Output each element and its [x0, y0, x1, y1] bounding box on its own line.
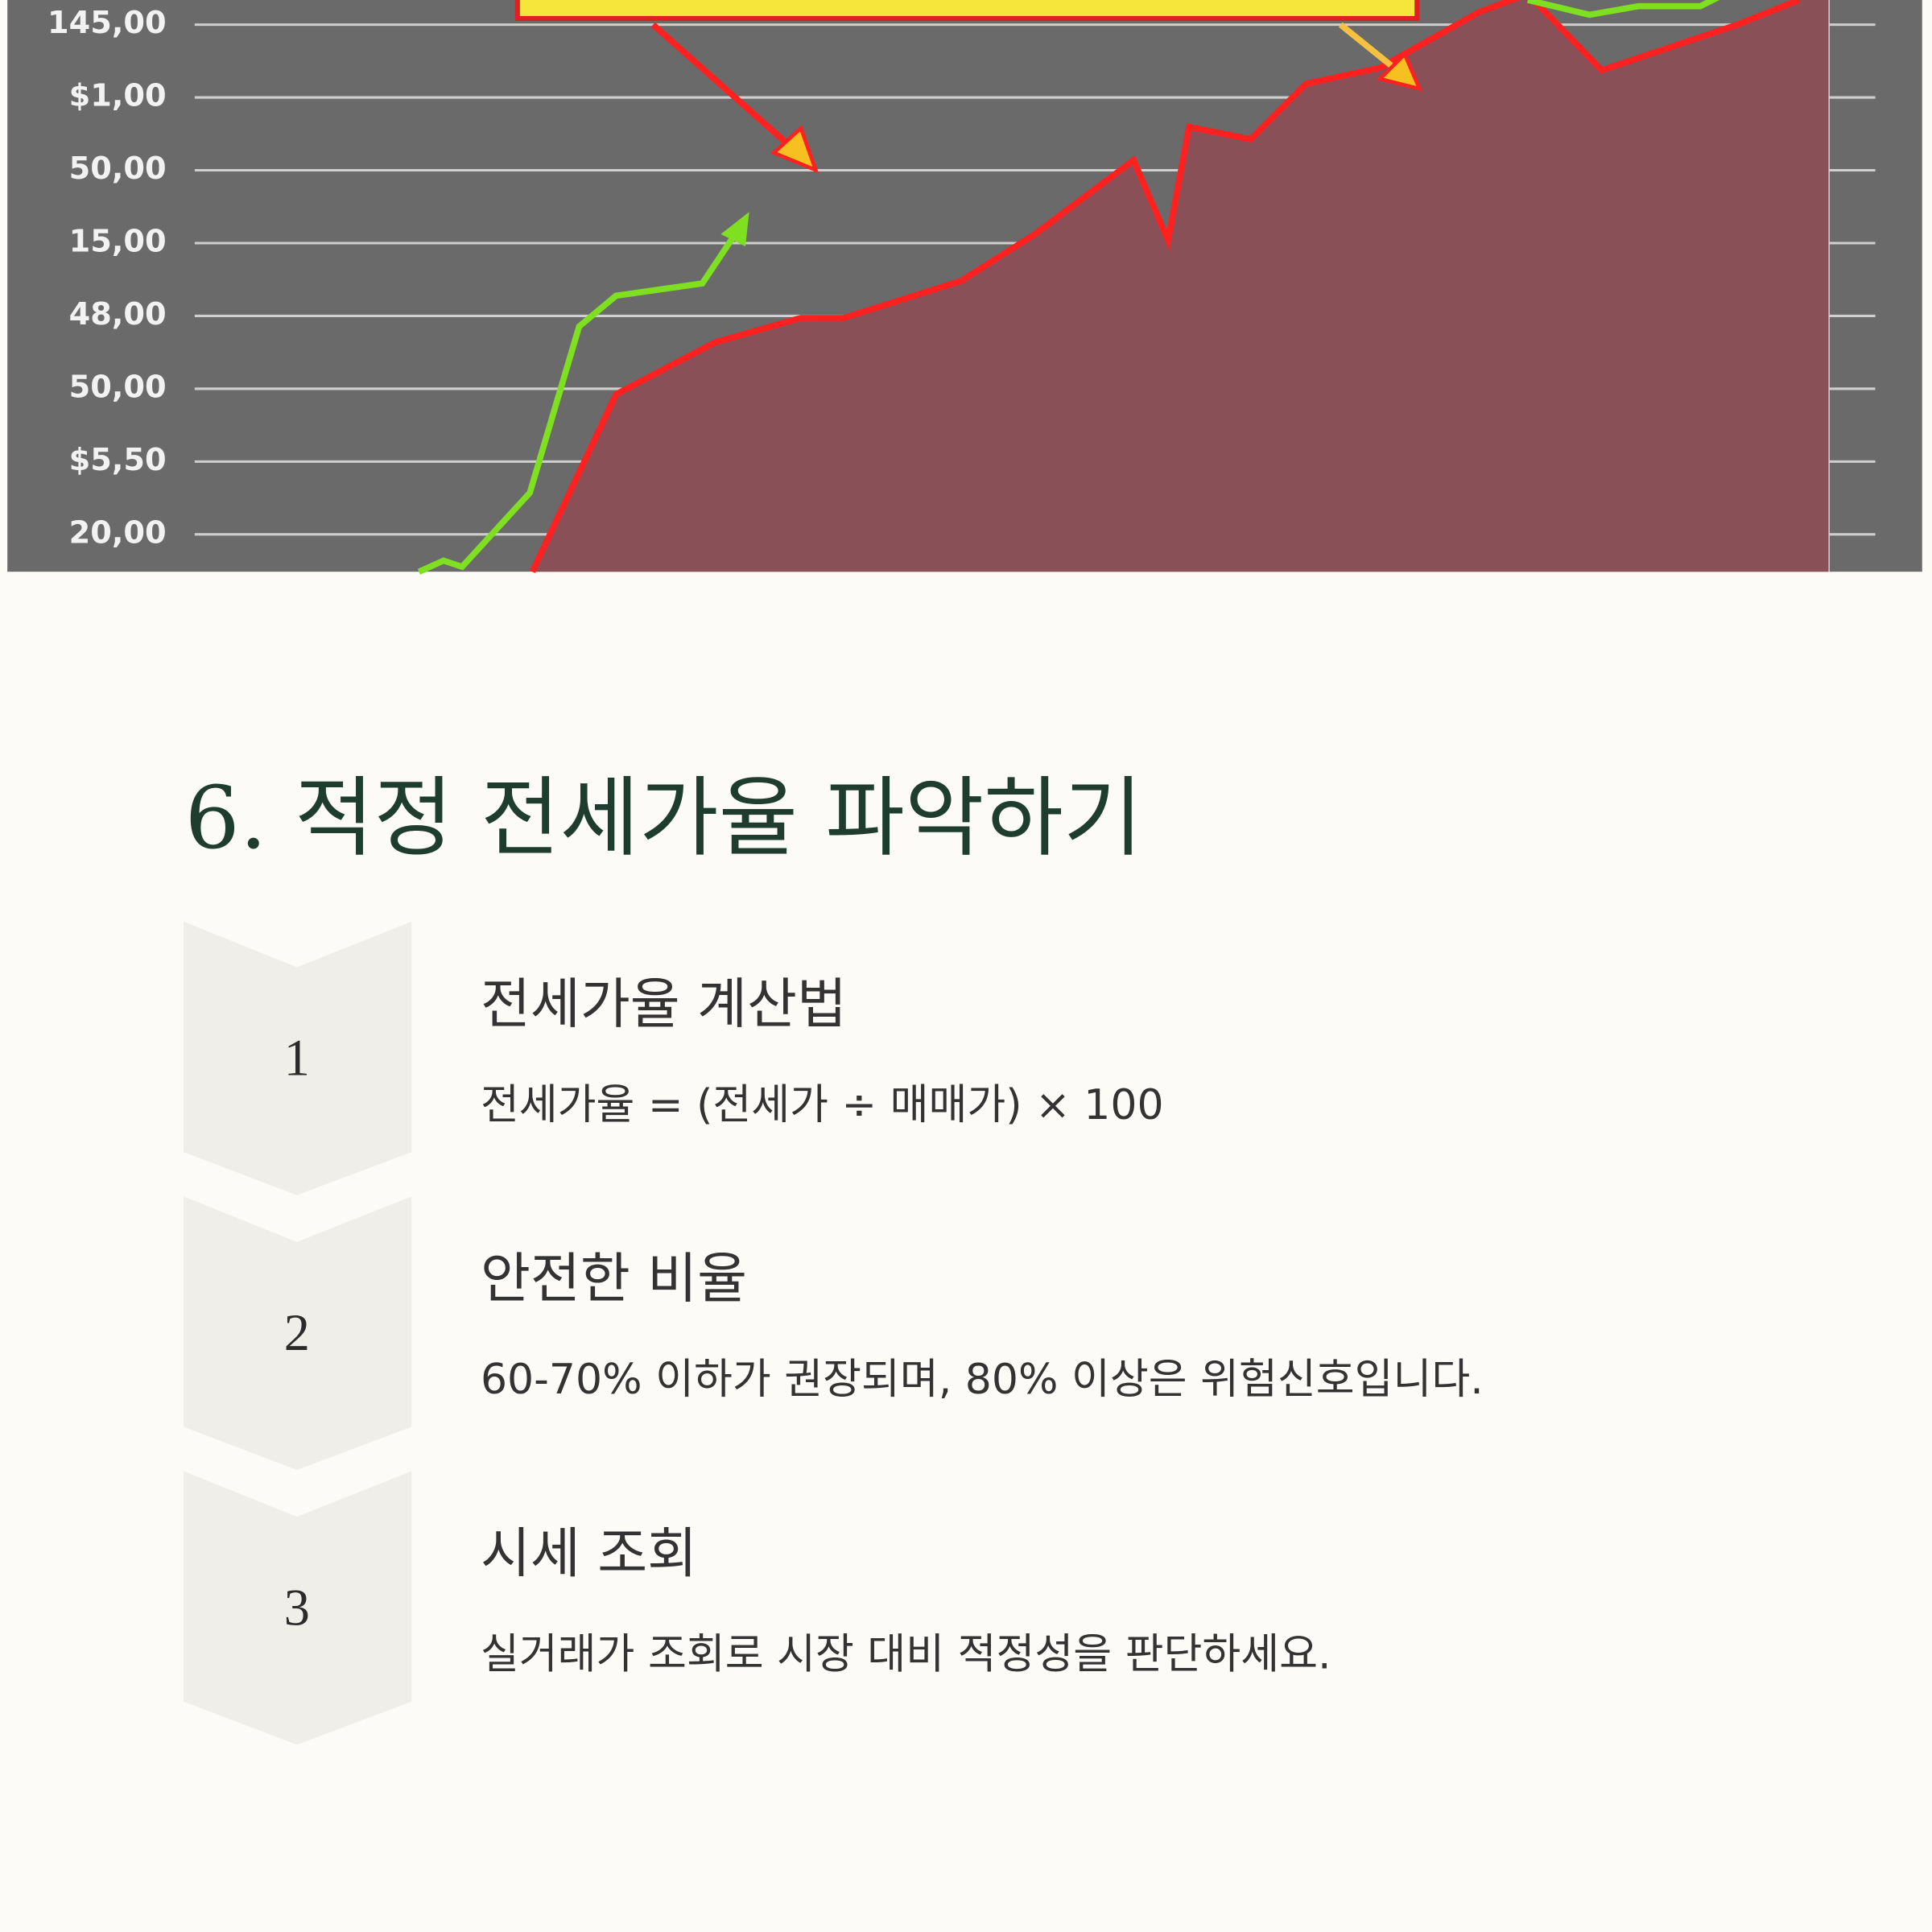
axis-label: $1,00 [69, 78, 167, 114]
axis-label: 48,00 [69, 296, 167, 332]
green-arrow [720, 212, 749, 247]
red-line [1530, 0, 1801, 74]
step-text: 60-70% 이하가 권장되며, 80% 이상은 위험신호입니다. [481, 1356, 1484, 1404]
axis-label: 15,00 [69, 223, 167, 259]
step-heading: 전세가율 계산법 [481, 972, 847, 1035]
step-number: 3 [284, 1579, 310, 1636]
chevron [184, 1196, 412, 1471]
chevron [184, 1471, 412, 1745]
area [532, 0, 1829, 572]
axis-label: 145,00 [47, 5, 167, 41]
chart-image: 145,00 $1,00 50,00 15,00 48,00 50,00 $5,50 20,0… [7, 0, 1922, 575]
green-line [1527, 0, 1720, 19]
axis-label: 20,00 [69, 514, 167, 551]
chevron [184, 921, 412, 1195]
step-heading: 시세 조회 [481, 1521, 697, 1585]
axis-label: 50,00 [69, 369, 167, 405]
step-text: 실거래가 조회로 시장 대비 적정성을 판단하세요. [481, 1630, 1331, 1678]
green-line [417, 229, 740, 575]
step-heading: 안전한 비율 [481, 1247, 747, 1311]
step-number: 1 [284, 1030, 310, 1087]
axis-label: $5,50 [69, 442, 167, 478]
callout-arrow [650, 22, 797, 153]
arrowhead [1376, 51, 1423, 92]
callout-box [514, 0, 1420, 22]
arrowhead [770, 125, 819, 174]
axis-label: 50,00 [69, 151, 167, 187]
axis-labels: 145,00 $1,00 50,00 15,00 48,00 50,00 $5,50 20,0… [47, 5, 167, 551]
step-text: 전세가율 = (전세가 ÷ 매매가) × 100 [481, 1081, 1164, 1129]
step-number: 2 [284, 1304, 310, 1361]
section-title: 6. 적정 전세가율 파악하기 [185, 769, 1143, 869]
red-line [529, 0, 1521, 573]
callout-arrow [1338, 22, 1401, 74]
